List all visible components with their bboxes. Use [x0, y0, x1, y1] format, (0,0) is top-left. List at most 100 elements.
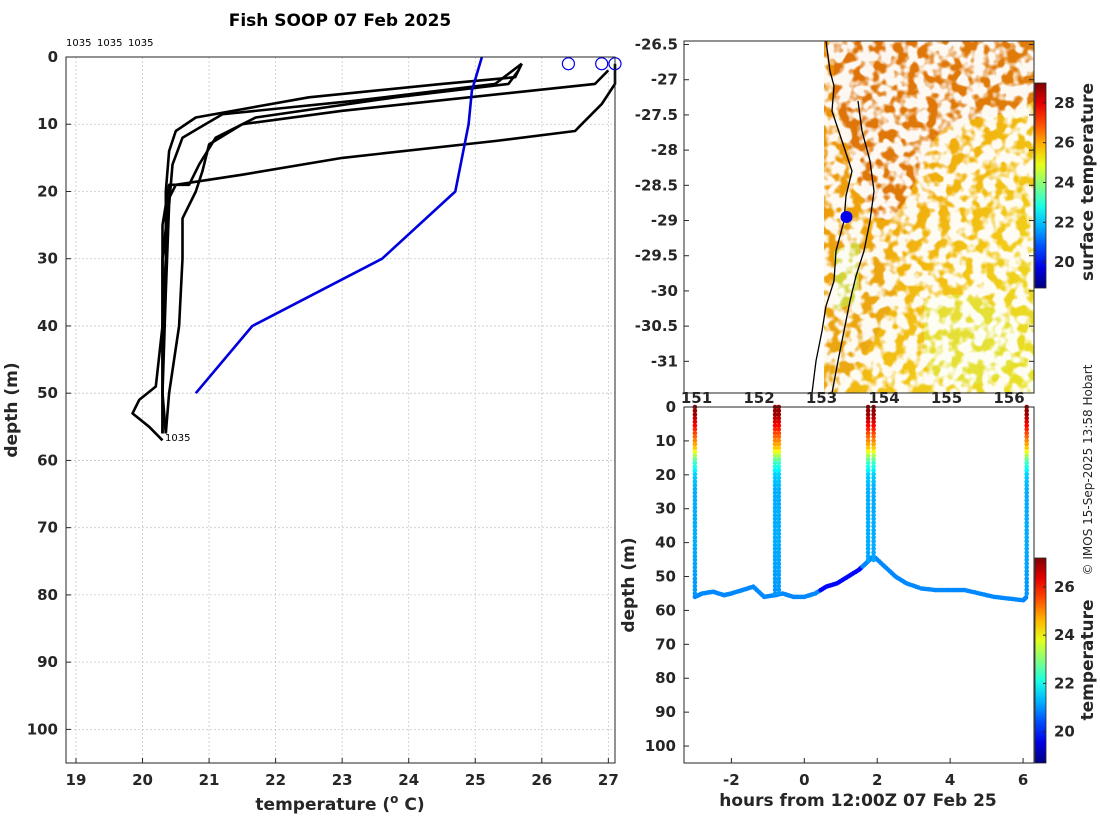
- map-area: [684, 41, 1034, 393]
- time-depth-point: [776, 553, 782, 559]
- time-depth-ytick-label: 60: [655, 601, 676, 619]
- time-depth-point: [1024, 501, 1029, 507]
- time-depth-point: [865, 486, 871, 492]
- time-depth-ytick-label: 0: [666, 398, 676, 416]
- time-depth-point: [865, 553, 871, 559]
- time-depth-point: [772, 550, 778, 555]
- time-depth-point: [692, 475, 698, 481]
- time-depth-point: [865, 524, 871, 529]
- time-depth-point: [865, 427, 871, 432]
- time-depth-point: [692, 479, 698, 484]
- time-depth-point: [772, 475, 778, 481]
- map-frame: [683, 40, 1035, 394]
- time-depth-point: [865, 460, 871, 466]
- temperature-colorbar-label: temperature: [1078, 599, 1098, 720]
- time-depth-point: [1024, 587, 1029, 592]
- time-depth-point: [871, 456, 876, 462]
- time-depth-point: [871, 438, 876, 443]
- time-depth-point: [772, 438, 778, 443]
- time-depth-point: [1024, 438, 1029, 443]
- time-depth-point: [865, 509, 871, 514]
- time-depth-point: [772, 483, 778, 488]
- map-xtick-label: 154: [868, 389, 899, 407]
- time-depth-point: [1024, 430, 1029, 436]
- time-depth-point: [772, 490, 778, 496]
- profile-label-1: 1035: [66, 38, 91, 49]
- time-depth-point: [692, 580, 698, 585]
- time-depth-point: [776, 550, 782, 555]
- time-depth-point: [692, 419, 698, 425]
- temperature-colorbar: [1034, 557, 1047, 764]
- profile-series: [131, 56, 622, 442]
- time-depth-point: [871, 423, 876, 428]
- time-depth-point: [692, 501, 698, 507]
- time-depth-point: [776, 580, 782, 585]
- time-depth-point: [871, 520, 876, 525]
- time-depth-point: [871, 512, 876, 518]
- time-depth-point: [692, 527, 698, 533]
- time-depth-point: [865, 497, 871, 503]
- time-depth-point: [865, 453, 871, 458]
- time-depth-point: [871, 509, 876, 514]
- time-depth-point: [692, 460, 698, 466]
- time-depth-point: [692, 572, 698, 578]
- time-depth-point: [865, 430, 871, 436]
- time-depth-point: [1024, 583, 1029, 589]
- time-depth-point: [772, 464, 778, 470]
- time-depth-point: [776, 456, 782, 462]
- sst-colorbar: [1034, 82, 1047, 289]
- time-depth-point: [865, 501, 871, 507]
- time-depth-point: [1024, 464, 1029, 470]
- time-depth-point: [772, 449, 778, 455]
- time-depth-point: [776, 535, 782, 540]
- time-depth-point: [692, 535, 698, 540]
- time-depth-point: [772, 527, 778, 533]
- time-depth-point: [1024, 453, 1029, 458]
- time-depth-point: [776, 527, 782, 533]
- time-depth-frame: [683, 406, 1035, 764]
- sst-colorbar-tick-label: 24: [1054, 174, 1075, 192]
- time-depth-point: [776, 449, 782, 455]
- time-depth-point: [776, 565, 782, 570]
- time-depth-point: [865, 408, 871, 414]
- shelf-contour: [831, 100, 875, 393]
- time-depth-point: [772, 456, 778, 462]
- time-depth-point: [871, 539, 876, 544]
- profile-xtick-label: 20: [132, 771, 153, 789]
- time-depth-point: [1024, 546, 1029, 551]
- time-depth-point: [772, 460, 778, 466]
- sst-colorbar-tick-label: 22: [1054, 213, 1075, 231]
- profile-ytick-label: 70: [37, 519, 58, 537]
- profile-tick-labels: 19 20 21 22 23 24 25 26 27 0 10 20 30 40 50 60 70 80 90 100: [27, 48, 619, 789]
- profile-label-3: 1035: [128, 38, 153, 49]
- time-depth-point: [776, 516, 782, 522]
- time-depth-point: [692, 423, 698, 428]
- time-depth-point: [692, 494, 698, 499]
- time-depth-point: [865, 505, 871, 511]
- time-depth-points: [692, 404, 1029, 603]
- time-depth-point: [865, 557, 871, 563]
- time-depth-point: [692, 456, 698, 462]
- time-depth-point: [871, 471, 876, 477]
- time-depth-point: [1024, 460, 1029, 466]
- time-depth-point: [865, 445, 871, 451]
- time-depth-point: [871, 486, 876, 492]
- time-depth-point: [692, 516, 698, 522]
- map-ytick-label: -29: [651, 212, 678, 230]
- time-depth-point: [776, 557, 782, 563]
- time-depth-point: [692, 442, 698, 447]
- time-depth-point: [772, 565, 778, 570]
- time-depth-point: [776, 512, 782, 518]
- time-depth-point: [772, 568, 778, 574]
- time-depth-point: [871, 479, 876, 484]
- time-depth-point: [772, 516, 778, 522]
- time-depth-point: [1024, 516, 1029, 522]
- time-depth-point: [776, 460, 782, 466]
- time-depth-ytick-label: 70: [655, 635, 676, 653]
- time-depth-xlabel: hours from 12:00Z 07 Feb 25: [719, 791, 997, 811]
- time-depth-point: [871, 449, 876, 455]
- time-depth-point: [776, 483, 782, 488]
- time-depth-point: [692, 464, 698, 470]
- time-depth-point: [772, 591, 778, 596]
- time-depth-point: [776, 546, 782, 551]
